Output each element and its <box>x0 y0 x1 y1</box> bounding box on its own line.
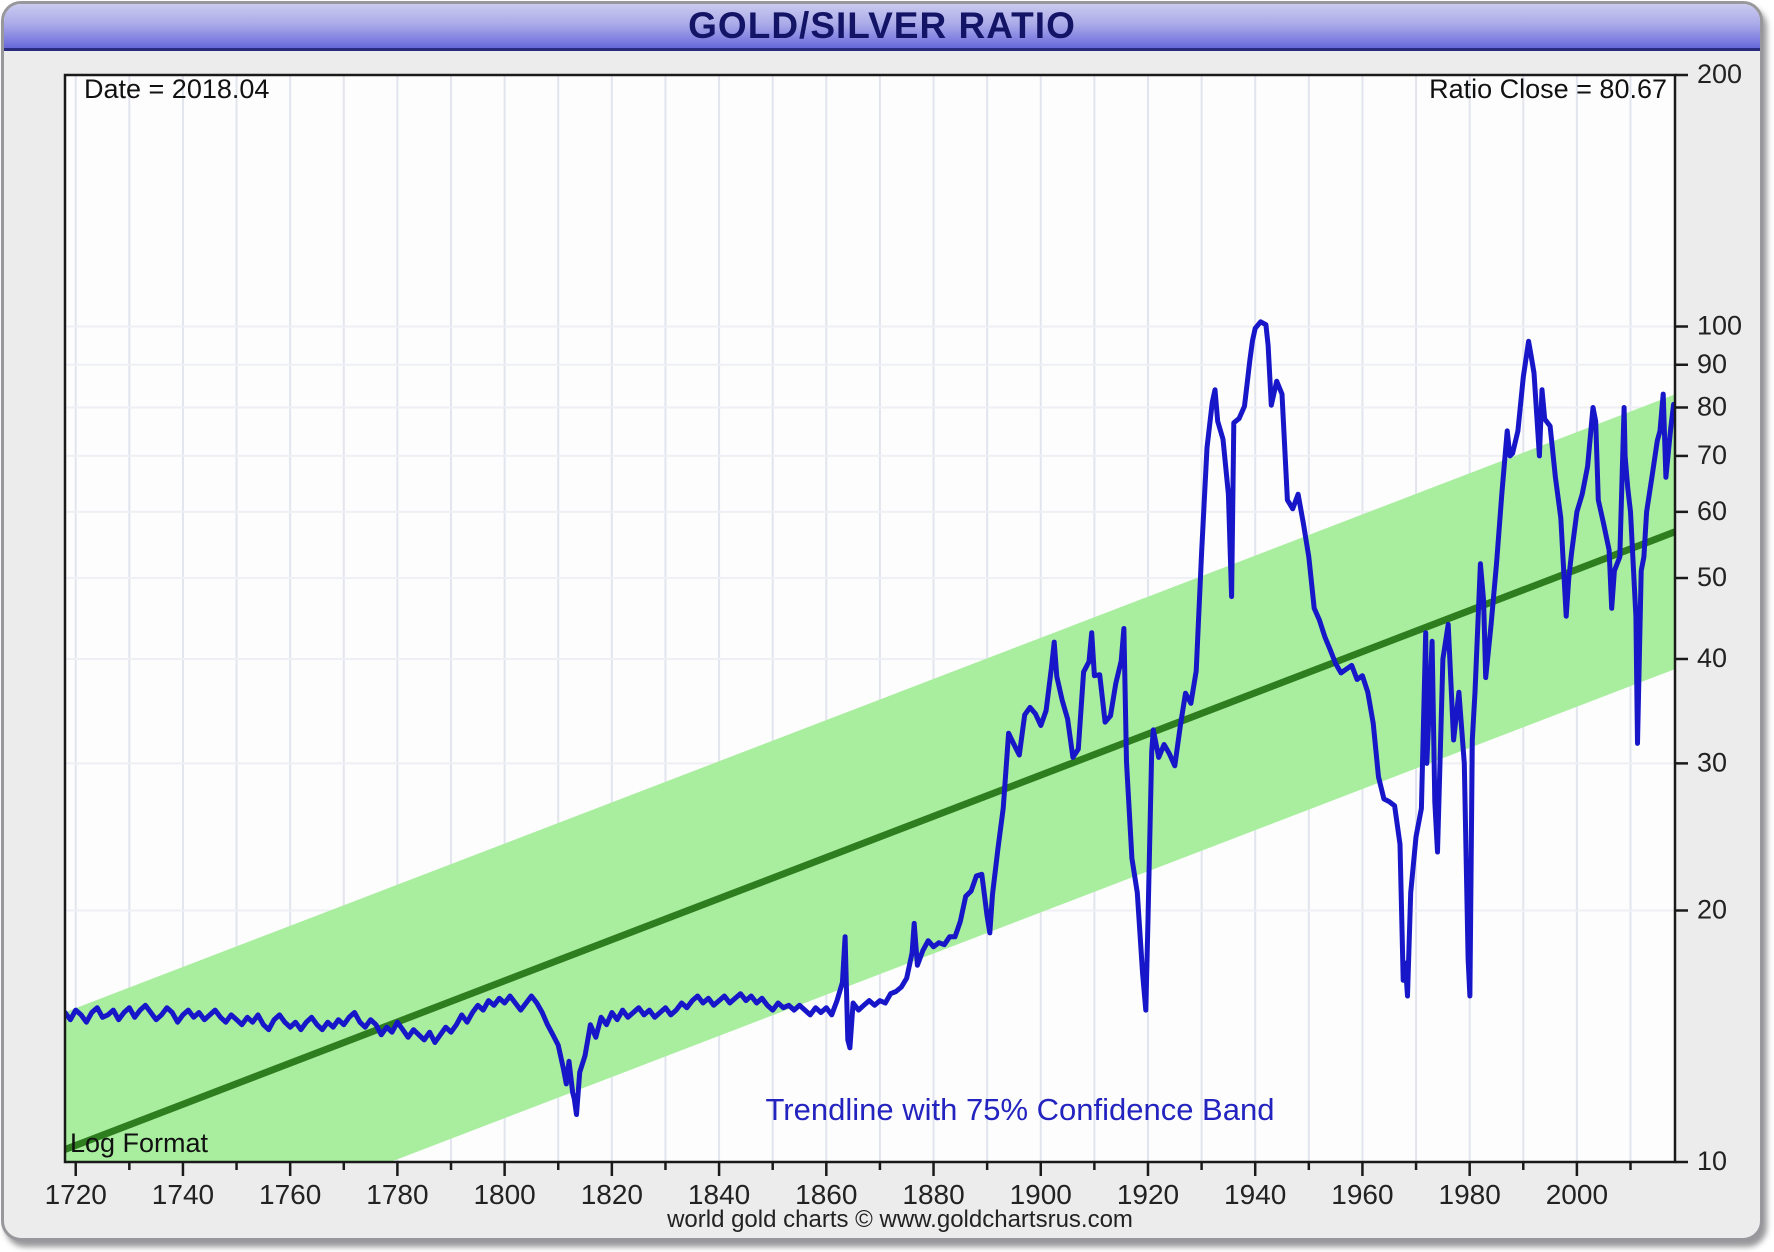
y-axis-tick-label: 80 <box>1697 392 1727 422</box>
x-axis-tick-label: 1980 <box>1439 1179 1501 1210</box>
y-axis-tick-label: 70 <box>1697 440 1727 470</box>
x-axis-tick-label: 1720 <box>45 1179 107 1210</box>
y-axis-tick-label: 90 <box>1697 349 1727 379</box>
log-format-label: Log Format <box>70 1128 209 1158</box>
y-axis-tick-label: 20 <box>1697 895 1727 925</box>
x-axis-tick-label: 1960 <box>1331 1179 1393 1210</box>
x-axis-tick-label: 1760 <box>259 1179 321 1210</box>
x-axis-tick-label: 1800 <box>473 1179 535 1210</box>
ratio-close-annotation: Ratio Close = 80.67 <box>1429 74 1667 104</box>
x-axis-tick-label: 1740 <box>152 1179 214 1210</box>
confidence-band <box>65 394 1675 1162</box>
trendline <box>65 528 1675 1153</box>
y-axis-tick-label: 50 <box>1697 562 1727 592</box>
x-axis-tick-label: 1780 <box>366 1179 428 1210</box>
y-axis-tick-label: 60 <box>1697 496 1727 526</box>
x-axis-tick-label: 1940 <box>1224 1179 1286 1210</box>
ratio-series <box>65 319 1675 1117</box>
chart-title: GOLD/SILVER RATIO <box>688 5 1076 46</box>
y-axis-tick-label: 40 <box>1697 643 1727 673</box>
y-axis-tick-label: 100 <box>1697 311 1742 341</box>
date-annotation: Date = 2018.04 <box>84 74 270 104</box>
credit-caption: world gold charts © www.goldchartsrus.co… <box>667 1206 1133 1233</box>
x-axis-tick-label: 1840 <box>688 1179 750 1210</box>
x-axis-tick-label: 1820 <box>581 1179 643 1210</box>
trendline-caption: Trendline with 75% Confidence Band <box>765 1092 1275 1127</box>
x-axis-tick-label: 1860 <box>795 1179 857 1210</box>
titlebar: GOLD/SILVER RATIO <box>4 4 1760 51</box>
x-axis-tick-label: 2000 <box>1546 1179 1608 1210</box>
x-axis-tick-label: 1900 <box>1010 1179 1072 1210</box>
x-axis-tick-label: 1880 <box>902 1179 964 1210</box>
plot-border <box>63 73 1677 1164</box>
y-axis-tick-label: 30 <box>1697 747 1727 777</box>
y-axis-tick-label: 200 <box>1697 59 1742 89</box>
x-axis-tick-label: 1920 <box>1117 1179 1179 1210</box>
y-axis-tick-label: 10 <box>1697 1146 1727 1176</box>
